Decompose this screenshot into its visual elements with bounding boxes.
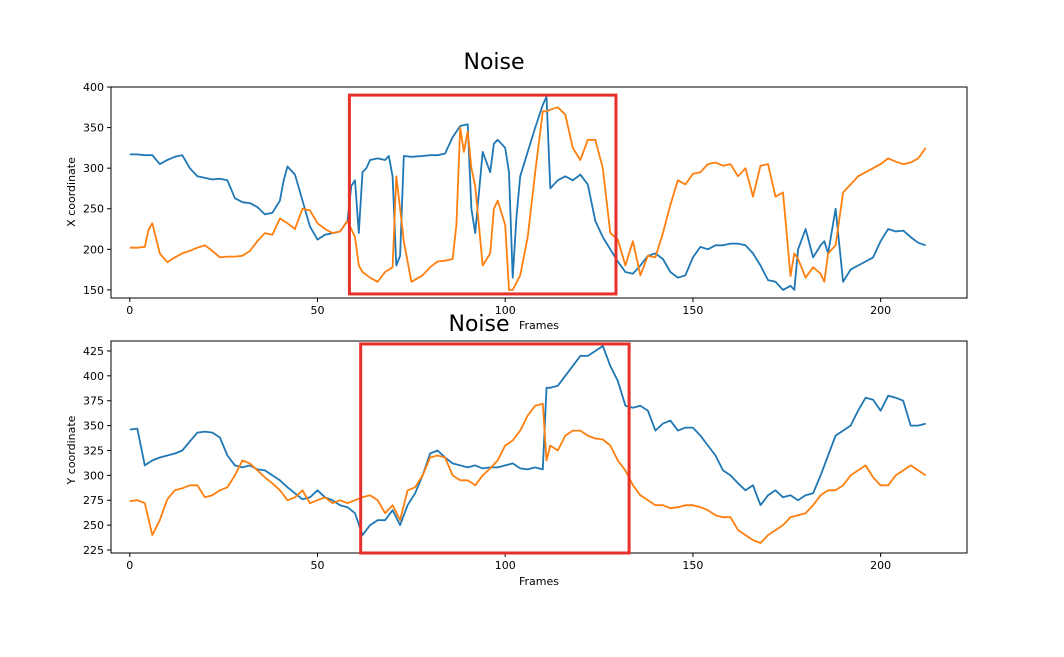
series-line-2 xyxy=(129,402,927,544)
plot-frame xyxy=(110,340,968,554)
y-tick-label: 225 xyxy=(83,544,104,557)
y-axis-label: X coordinate xyxy=(65,157,78,227)
noise-highlight-box xyxy=(347,93,618,296)
series-line-2 xyxy=(129,106,927,291)
x-tick-label: 100 xyxy=(495,304,516,317)
x-tick-label: 0 xyxy=(126,304,133,317)
x-tick-label: 150 xyxy=(682,304,703,317)
chart-x-coordinate: Noise 0 50 100 150 200 150 200 250 300 350 400 Fr… xyxy=(65,50,968,332)
y-tick-label: 300 xyxy=(83,469,104,482)
plot-frame xyxy=(110,86,968,299)
y-tick-label: 250 xyxy=(83,519,104,532)
x-tick-label: 200 xyxy=(870,559,891,572)
chart-y-coordinate: Noise 0 50 100 150 200 225 250 275 300 325 350 375… xyxy=(65,312,968,588)
series-group xyxy=(129,95,927,291)
annotation-group xyxy=(347,93,618,296)
y-tick-label: 350 xyxy=(83,122,104,135)
series-line-1 xyxy=(129,95,926,291)
x-tick-label: 200 xyxy=(870,304,891,317)
y-axis-label: Y coordinate xyxy=(65,415,78,485)
series-group xyxy=(129,345,927,544)
x-axis-label: Frames xyxy=(519,319,559,332)
y-tick-label: 200 xyxy=(83,243,104,256)
chart-title: Noise xyxy=(448,312,509,337)
y-tick-label: 150 xyxy=(83,284,104,297)
x-axis-label: Frames xyxy=(519,575,559,588)
y-tick-label: 400 xyxy=(83,370,104,383)
x-tick-label: 150 xyxy=(682,559,703,572)
y-tick-label: 325 xyxy=(83,444,104,457)
y-tick-label: 250 xyxy=(83,203,104,216)
x-tick-label: 50 xyxy=(310,559,324,572)
x-axis-ticks: 0 50 100 150 200 xyxy=(126,553,891,572)
y-tick-label: 400 xyxy=(83,81,104,94)
y-tick-label: 350 xyxy=(83,420,104,433)
chart-title: Noise xyxy=(463,50,524,75)
noise-highlight-box xyxy=(359,342,631,555)
y-axis-ticks: 225 250 275 300 325 350 375 400 425 xyxy=(83,345,111,557)
y-tick-label: 275 xyxy=(83,494,104,507)
y-axis-ticks: 150 200 250 300 350 400 xyxy=(83,81,111,297)
x-tick-label: 50 xyxy=(310,304,324,317)
y-tick-label: 375 xyxy=(83,395,104,408)
x-tick-label: 0 xyxy=(126,559,133,572)
x-tick-label: 100 xyxy=(495,559,516,572)
y-tick-label: 425 xyxy=(83,345,104,358)
y-tick-label: 300 xyxy=(83,162,104,175)
annotation-group xyxy=(359,342,631,555)
series-line-1 xyxy=(129,345,926,536)
x-axis-ticks: 0 50 100 150 200 xyxy=(126,298,891,317)
